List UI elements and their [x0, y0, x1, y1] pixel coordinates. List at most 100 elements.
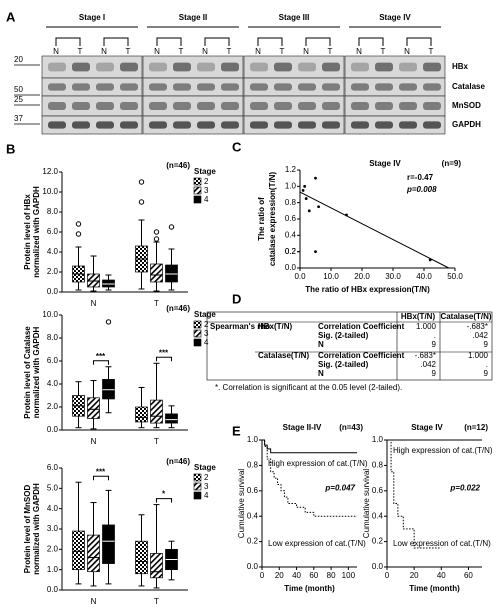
legend-swatch	[193, 338, 202, 347]
lane-label: T	[78, 47, 83, 56]
point	[314, 176, 317, 180]
legend-title: Stage	[194, 463, 216, 472]
significance-label: ***	[96, 467, 106, 476]
curve-label: High expression of cat.(T/N)	[268, 459, 368, 468]
blot-band	[197, 121, 215, 129]
p-value: p=0.008	[406, 185, 437, 194]
cell: 9	[432, 369, 437, 378]
blot-band	[399, 102, 417, 110]
significance-label: ***	[96, 352, 106, 361]
blot-band	[399, 83, 417, 91]
blot-band	[250, 121, 268, 129]
sample-size: (n=12)	[464, 423, 488, 432]
protein-label: HBx	[452, 62, 469, 71]
panel-label: B	[6, 141, 15, 156]
x-tick-label: 20	[410, 571, 419, 580]
marker-label: 25	[14, 95, 23, 104]
lane-label: T	[429, 47, 434, 56]
x-tick-label: 80	[327, 571, 336, 580]
y-tick-label: 6.0	[47, 227, 59, 236]
legend-swatch	[193, 186, 202, 195]
panel-label: E	[232, 423, 241, 438]
legend-label: 4	[204, 195, 209, 204]
x-tick-label: T	[154, 299, 159, 308]
legend-swatch	[193, 320, 202, 329]
blot-band	[274, 62, 292, 72]
blot-band	[72, 102, 90, 110]
blot-band	[96, 102, 114, 110]
blot-band	[173, 121, 191, 129]
panel-label: C	[232, 139, 242, 154]
row-stat: Sig. (2-tailed)	[318, 360, 369, 369]
lane-bracket	[257, 37, 283, 46]
cell: 9	[484, 369, 489, 378]
footnote: *. Correlation is significant at the 0.0…	[215, 383, 402, 392]
blot-band	[351, 62, 369, 72]
box	[150, 399, 163, 424]
cell: 9	[484, 340, 489, 349]
blot-band	[149, 121, 167, 129]
blot-band	[149, 102, 167, 110]
blot-band	[375, 83, 393, 91]
x-tick-label: N	[91, 437, 97, 446]
box	[72, 530, 85, 571]
blot-band	[221, 62, 239, 72]
y-tick-label: 10.0	[42, 187, 58, 196]
point	[345, 213, 348, 217]
y-tick-label: 4.0	[47, 504, 59, 513]
blot-band	[120, 83, 138, 91]
lane-bracket	[156, 37, 182, 46]
cell: .	[434, 331, 436, 340]
legend-swatch	[193, 329, 202, 338]
x-tick-label: T	[154, 437, 159, 446]
point	[301, 189, 305, 192]
box	[102, 524, 115, 564]
y-tick-label: 8.0	[47, 207, 59, 216]
row-stat: Sig. (2-tailed)	[318, 331, 369, 340]
sample-size: (n=46)	[166, 304, 190, 313]
y-tick-label: 4.0	[47, 379, 59, 388]
cell: .042	[420, 360, 436, 369]
y-tick-label: 0.8	[285, 198, 297, 207]
x-tick-label: 20	[275, 571, 284, 580]
lane-bracket	[358, 37, 384, 46]
outlier	[153, 229, 160, 235]
blot-band	[298, 102, 316, 110]
significance-label: ***	[159, 348, 169, 357]
legend-swatch	[193, 473, 202, 482]
blot-strip	[41, 115, 143, 135]
marker-label: 37	[14, 114, 23, 123]
legend-swatch	[193, 491, 202, 500]
blot-band	[423, 62, 441, 72]
blot-band	[322, 102, 340, 110]
y-tick-label: 0.2	[372, 537, 384, 546]
p-value: p=0.047	[324, 483, 355, 492]
point	[304, 197, 308, 200]
y-axis-label: Protein level of MnSOD	[23, 485, 32, 574]
blot-band	[250, 62, 268, 72]
panel-label: A	[6, 9, 16, 24]
y-axis-label: normalized with GAPDH	[32, 326, 41, 418]
survival-curve	[387, 439, 442, 549]
x-axis-label: Time (month)	[409, 584, 460, 593]
y-tick-label: 2.0	[47, 402, 59, 411]
cell: 1.000	[468, 351, 489, 360]
table-frame	[206, 311, 493, 381]
blot-band	[423, 83, 441, 91]
legend-label: 3	[204, 482, 209, 491]
y-tick-label: 0.0	[247, 562, 259, 571]
blot-band	[423, 102, 441, 110]
x-tick-label: 30.0	[385, 272, 401, 281]
lane-bracket	[406, 37, 432, 46]
lane-bracket	[55, 37, 81, 46]
y-tick-label: 5.0	[47, 483, 59, 492]
legend-title: Stage	[194, 310, 216, 319]
blot-band	[173, 83, 191, 91]
protein-label: Catalase	[452, 82, 485, 91]
blot-band	[375, 102, 393, 110]
blot-band	[197, 62, 215, 72]
box	[135, 406, 148, 423]
y-axis-label: catalase expression(T/N)	[268, 172, 277, 267]
lane-bracket	[103, 37, 129, 46]
y-axis-label: normalized with GAPDH	[32, 483, 41, 575]
